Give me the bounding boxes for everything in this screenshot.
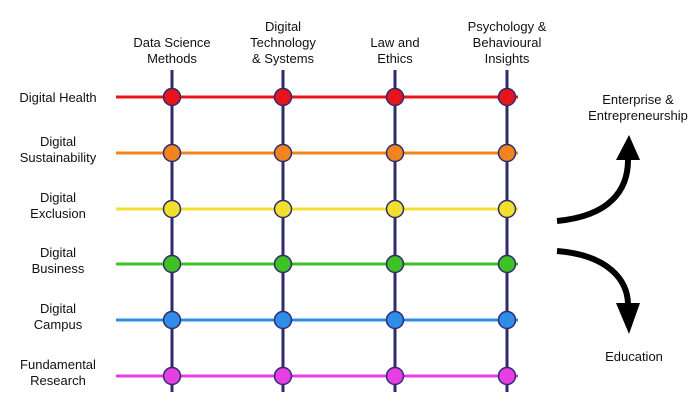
intersection-node (162, 254, 182, 274)
grid-lines (116, 70, 518, 392)
outcome-labels: Enterprise & Entrepreneurship Education (588, 92, 688, 364)
row-label: Digital Campus (34, 301, 83, 332)
intersection-node (273, 366, 293, 386)
intersection-node (162, 199, 182, 219)
intersection-node (385, 87, 405, 107)
outcome-label-education: Education (605, 349, 663, 364)
column-labels: Data Science Methods Digital Technology & Sy… (133, 19, 546, 66)
intersection-node (273, 199, 293, 219)
arrow-down-head (616, 303, 640, 334)
row-label-line: Digital (40, 245, 76, 260)
row-label-line: Digital (40, 190, 76, 205)
row-label-line: Business (32, 261, 85, 276)
intersection-node (385, 310, 405, 330)
arrow-down-shaft (556, 248, 631, 306)
column-label: Psychology & Behavioural Insights (468, 19, 547, 66)
arrow-up-head (616, 135, 640, 160)
column-label-line: Ethics (377, 51, 413, 66)
intersection-node (273, 254, 293, 274)
intersection-node (385, 254, 405, 274)
row-label: Digital Exclusion (30, 190, 86, 221)
row-label-line: Fundamental (20, 357, 96, 372)
row-label: Digital Health (19, 90, 96, 105)
arrow-up-shaft (556, 159, 631, 224)
row-label-line: Research (30, 373, 86, 388)
column-label-line: Data Science (133, 35, 210, 50)
intersection-node (273, 87, 293, 107)
outcome-label-enterprise: Enterprise & Entrepreneurship (588, 92, 688, 123)
outcome-label-enterprise-line: Entrepreneurship (588, 108, 688, 123)
intersection-node (273, 143, 293, 163)
intersection-node (273, 310, 293, 330)
row-label-line: Digital Health (19, 90, 96, 105)
column-label: Digital Technology & Systems (250, 19, 316, 66)
column-label-line: Insights (485, 51, 530, 66)
intersection-node (497, 366, 517, 386)
outcome-label-education-line: Education (605, 349, 663, 364)
intersection-node (497, 87, 517, 107)
column-label: Law and Ethics (370, 35, 419, 66)
intersection-node (497, 254, 517, 274)
row-label: Digital Sustainability (20, 134, 97, 165)
row-label-line: Digital (40, 134, 76, 149)
row-label-line: Sustainability (20, 150, 97, 165)
outcome-label-enterprise-line: Enterprise & (602, 92, 674, 107)
column-label-line: Psychology & (468, 19, 547, 34)
column-label-line: Behavioural (473, 35, 542, 50)
row-label-line: Digital (40, 301, 76, 316)
column-label-line: Technology (250, 35, 316, 50)
intersection-node (162, 87, 182, 107)
intersection-node (497, 199, 517, 219)
intersection-node (385, 199, 405, 219)
column-label-line: Digital (265, 19, 301, 34)
intersection-node (162, 366, 182, 386)
intersection-node (162, 143, 182, 163)
row-label-line: Exclusion (30, 206, 86, 221)
intersection-node (497, 310, 517, 330)
intersection-node (385, 143, 405, 163)
intersection-node (385, 366, 405, 386)
column-label-line: Law and (370, 35, 419, 50)
column-label-line: Methods (147, 51, 197, 66)
column-label-line: & Systems (252, 51, 315, 66)
outcome-arrows (556, 135, 640, 334)
nodes (162, 87, 517, 386)
intersection-node (162, 310, 182, 330)
row-label: Digital Business (32, 245, 85, 276)
intersection-node (497, 143, 517, 163)
row-label: Fundamental Research (20, 357, 96, 388)
column-label: Data Science Methods (133, 35, 210, 66)
row-label-line: Campus (34, 317, 83, 332)
